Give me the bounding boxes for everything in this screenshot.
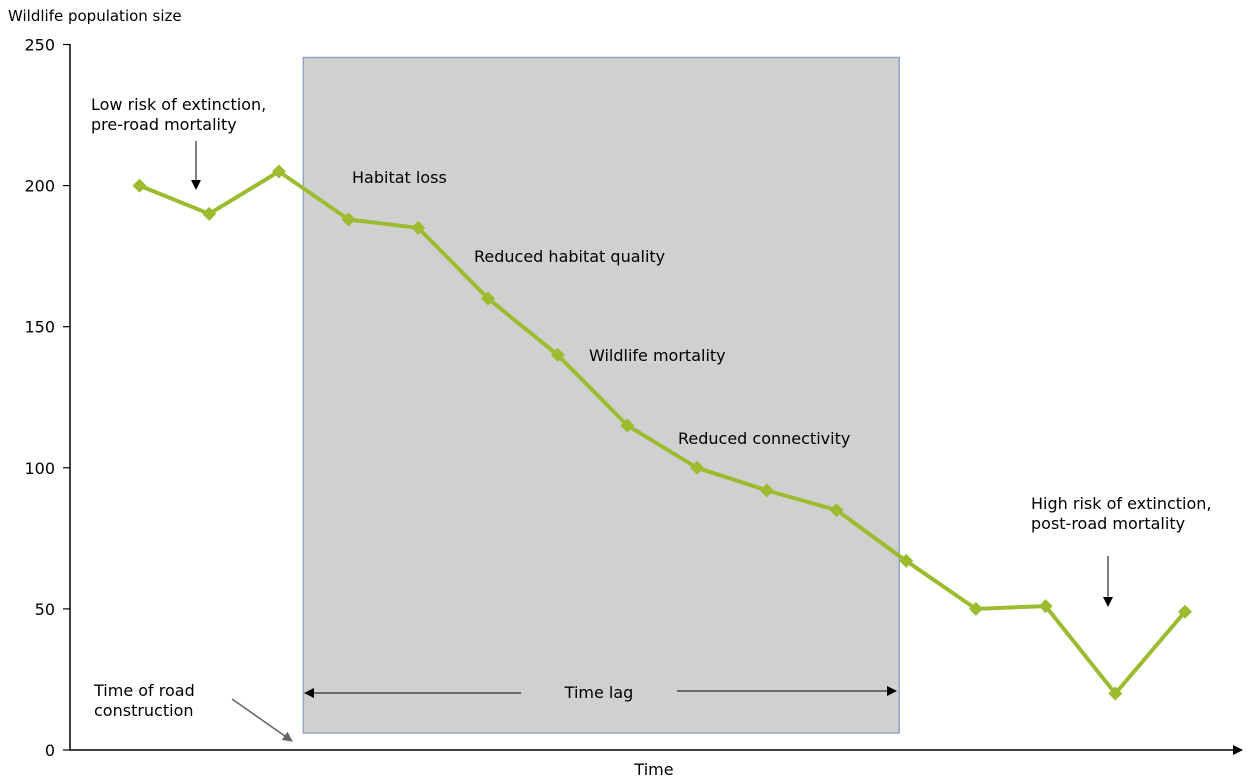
data-point	[341, 212, 356, 227]
data-point	[690, 460, 705, 475]
y-tick-label: 50	[35, 600, 55, 619]
y-ticks: 0 50 100 150 200 250	[24, 36, 70, 760]
data-point	[1038, 599, 1053, 614]
road-impact-region	[302, 56, 900, 734]
data-point	[1108, 686, 1123, 701]
y-tick-label: 250	[24, 36, 55, 55]
data-point	[550, 347, 565, 362]
data-point	[132, 178, 147, 193]
data-point	[271, 164, 286, 179]
data-point	[829, 503, 844, 518]
time-lag-label: Time lag	[564, 683, 634, 702]
data-point	[1178, 604, 1192, 619]
reduced-quality-label: Reduced habitat quality	[474, 247, 665, 266]
data-point	[968, 601, 983, 616]
data-point	[759, 483, 774, 498]
y-tick-label: 0	[45, 741, 55, 760]
data-point	[481, 291, 495, 306]
road-construction-label: Time of road construction	[93, 681, 200, 720]
y-tick-label: 200	[24, 177, 55, 196]
y-tick-label: 100	[24, 459, 55, 478]
reduced-connectivity-label: Reduced connectivity	[678, 429, 850, 448]
habitat-loss-label: Habitat loss	[352, 168, 447, 187]
data-point	[620, 418, 635, 433]
data-point	[202, 206, 217, 221]
series-line	[138, 169, 1187, 696]
y-axis-label: Wildlife population size	[8, 7, 182, 25]
series-markers	[132, 164, 1192, 701]
wildlife-mortality-label: Wildlife mortality	[589, 346, 726, 365]
high-risk-label: High risk of extinction, post-road morta…	[1031, 494, 1217, 533]
road-construction-arrow	[231, 698, 293, 742]
y-tick-label: 150	[24, 318, 55, 337]
data-point	[411, 220, 426, 235]
data-point	[899, 553, 914, 568]
low-risk-label: Low risk of extinction, pre-road mortali…	[91, 95, 271, 134]
x-axis-label: Time	[633, 760, 673, 777]
